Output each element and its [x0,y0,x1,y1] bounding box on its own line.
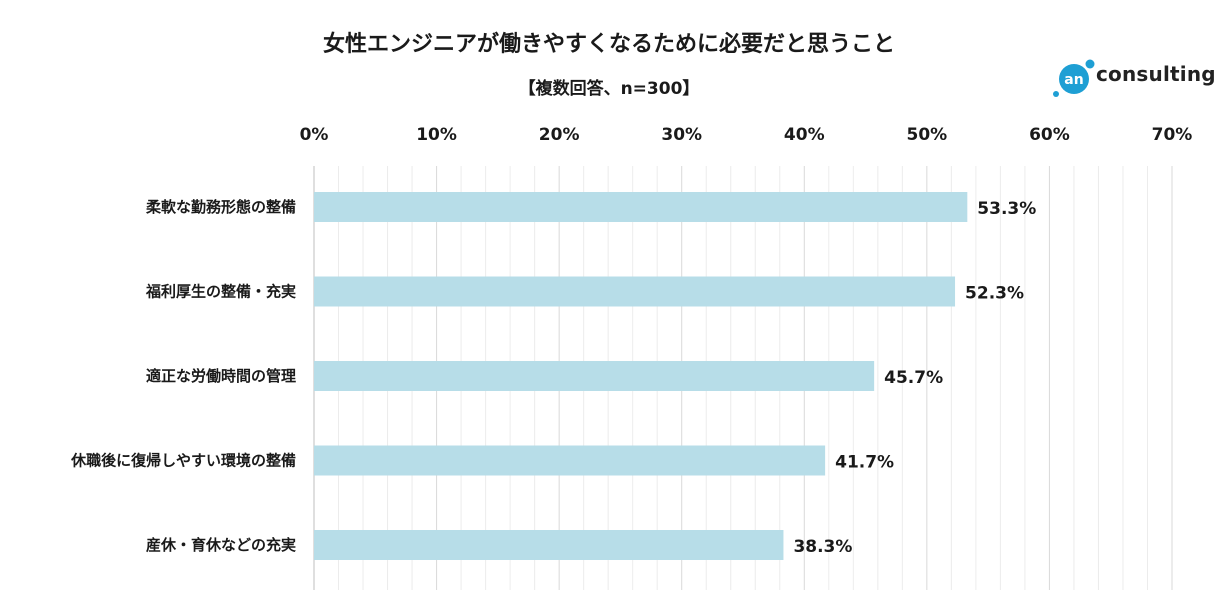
bar [314,276,956,307]
x-tick-label: 60% [1029,125,1070,145]
data-label: 38.3% [793,537,852,557]
data-label: 53.3% [977,199,1036,219]
bar [314,445,826,476]
bar [314,530,784,560]
data-label: 41.7% [835,453,894,473]
logo-mark-icon: an [1053,59,1095,97]
category-label: 適正な労働時間の管理 [146,367,296,385]
x-tick-label: 30% [661,125,702,145]
data-label: 45.7% [884,368,943,388]
x-tick-label: 20% [539,125,580,145]
bar [314,361,875,391]
x-tick-label: 50% [907,125,948,145]
x-tick-label: 10% [416,125,457,145]
chart-title: 女性エンジニアが働きやすくなるために必要だと思うこと [322,32,895,57]
data-label: 52.3% [965,284,1024,304]
category-label: 福利厚生の整備・充実 [145,283,296,301]
x-tick-label: 0% [300,125,329,145]
category-label: 柔軟な勤務形態の整備 [146,198,296,216]
logo-text: consulting [1096,62,1216,86]
category-label: 休職後に復帰しやすい環境の整備 [70,452,296,470]
category-label: 産休・育休などの充実 [146,536,296,554]
x-tick-label: 40% [784,125,825,145]
company-logo: an consulting [1052,56,1216,100]
chart-subtitle: 【複数回答、n=300】 [518,79,700,99]
x-tick-label: 70% [1152,125,1193,145]
bar [314,192,968,222]
logo-mark-text: an [1064,72,1083,88]
